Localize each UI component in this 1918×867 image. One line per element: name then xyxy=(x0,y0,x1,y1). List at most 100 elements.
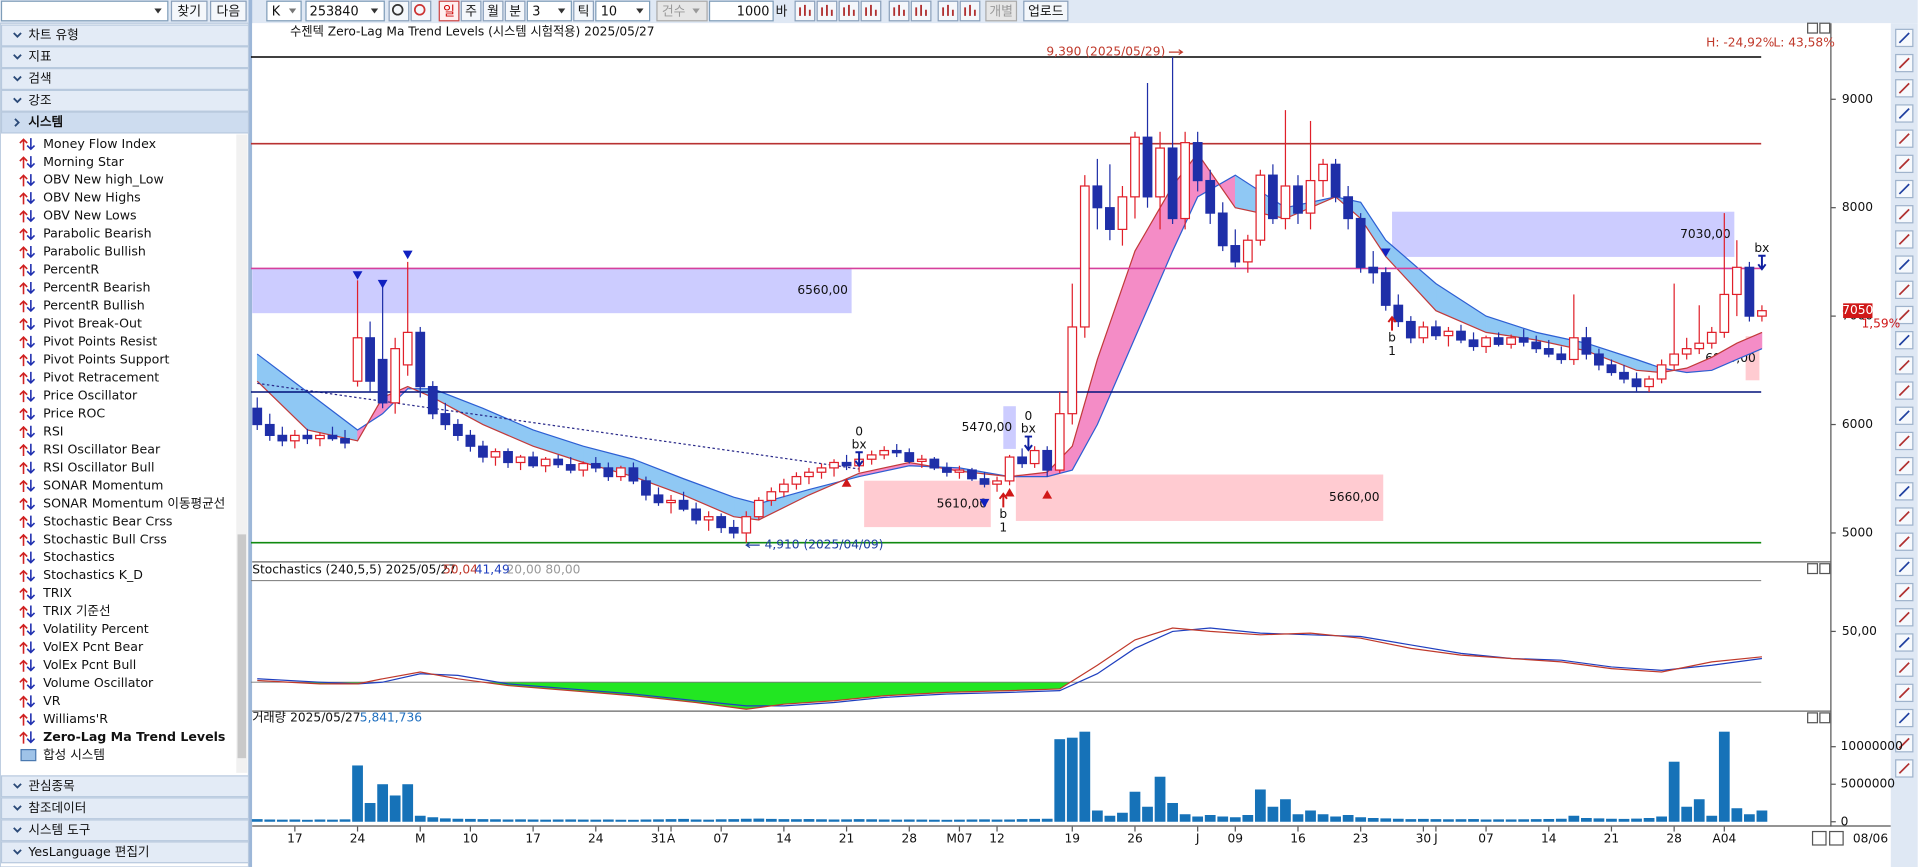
tool-glyph xyxy=(1898,359,1910,371)
system-item[interactable]: RSI Oscillator Bull xyxy=(43,459,154,474)
count-combo[interactable] xyxy=(656,0,708,22)
scrollbar[interactable] xyxy=(236,134,248,773)
section-header[interactable] xyxy=(0,67,250,91)
signal-text: bx xyxy=(852,437,867,451)
system-item[interactable]: TRIX 기준선 xyxy=(42,603,110,618)
system-item[interactable]: Zero-Lag Ma Trend Levels xyxy=(43,729,225,744)
volume-bar xyxy=(903,819,915,822)
system-item[interactable]: Money Flow Index xyxy=(43,136,157,151)
x-tick-label: M07 xyxy=(946,831,972,845)
section-header[interactable] xyxy=(0,89,250,112)
tool-glyph xyxy=(1898,284,1910,296)
find-button[interactable] xyxy=(170,0,208,22)
system-item[interactable]: Morning Star xyxy=(43,154,125,169)
tool-glyph xyxy=(1898,636,1910,648)
system-item[interactable]: VR xyxy=(43,693,61,708)
system-item[interactable]: Stochastic Bear Crss xyxy=(43,513,172,528)
system-item[interactable]: VolEX Pcnt Bear xyxy=(43,639,144,654)
system-item[interactable]: Price ROC xyxy=(43,405,105,420)
tick-combo[interactable] xyxy=(595,0,651,22)
section-header[interactable] xyxy=(0,111,250,134)
section-header[interactable] xyxy=(0,797,250,820)
volume-bar xyxy=(703,819,715,822)
volume-bar xyxy=(928,819,940,822)
system-item[interactable]: Parabolic Bearish xyxy=(43,226,151,241)
candle-body xyxy=(1719,293,1730,333)
panel-close-button[interactable] xyxy=(1819,22,1831,34)
volume-bar xyxy=(1192,816,1204,822)
system-item[interactable]: OBV New Lows xyxy=(43,208,137,223)
system-item[interactable]: VolEx Pcnt Bull xyxy=(43,657,136,672)
section-header[interactable] xyxy=(0,819,250,842)
system-item[interactable]: Stochastics xyxy=(43,549,115,564)
system-item[interactable]: RSI Oscillator Bear xyxy=(43,441,161,456)
count-input[interactable] xyxy=(708,0,774,22)
panel-max-button[interactable] xyxy=(1807,712,1819,724)
system-item[interactable]: Pivot Break-Out xyxy=(43,316,142,331)
volume-bar xyxy=(1305,810,1316,822)
section-header[interactable] xyxy=(0,24,250,47)
box-label: 7030,00 xyxy=(1680,227,1731,241)
candle-body xyxy=(1117,196,1128,230)
section-header[interactable] xyxy=(0,841,250,864)
system-item[interactable]: Stochastic Bull Crss xyxy=(43,531,167,546)
system-item[interactable]: SONAR Momentum xyxy=(43,477,163,492)
upload-button[interactable] xyxy=(1023,0,1069,22)
period-week[interactable] xyxy=(460,0,482,22)
y-tick-label: 9000 xyxy=(1842,92,1873,106)
tool-glyph xyxy=(1898,662,1910,674)
panel-max-button[interactable] xyxy=(1807,563,1819,575)
section-label: 참조데이터 xyxy=(28,800,86,815)
system-item[interactable]: PercentR xyxy=(43,262,99,277)
next-button[interactable] xyxy=(210,0,247,22)
candle-body xyxy=(1606,364,1617,374)
panel-max-button[interactable] xyxy=(1807,22,1819,34)
volume-bar xyxy=(1417,818,1429,822)
system-item[interactable]: Volume Oscillator xyxy=(43,675,154,690)
system-item[interactable]: Volatility Percent xyxy=(43,621,149,636)
minute-combo[interactable] xyxy=(526,0,572,22)
candle-body xyxy=(941,467,952,473)
separate-button[interactable] xyxy=(985,0,1018,22)
period-month[interactable] xyxy=(482,0,504,22)
item-icon-up xyxy=(19,677,28,690)
tool-glyph xyxy=(1898,712,1910,724)
period-day[interactable] xyxy=(438,0,460,22)
system-item[interactable]: PercentR Bearish xyxy=(43,280,150,295)
search-clear-button[interactable] xyxy=(410,0,432,22)
zoom-button[interactable] xyxy=(1829,830,1844,846)
system-item[interactable]: Parabolic Bullish xyxy=(43,244,146,259)
volume-bar xyxy=(916,819,928,822)
code-combo[interactable] xyxy=(305,0,385,22)
search-box[interactable] xyxy=(0,0,169,22)
system-item[interactable]: Pivot Points Support xyxy=(43,352,169,367)
system-item[interactable]: Williams'R xyxy=(43,711,108,726)
system-item[interactable]: Stochastics K_D xyxy=(43,567,143,582)
section-header[interactable] xyxy=(0,775,250,798)
candle-body xyxy=(465,434,476,447)
market-combo[interactable] xyxy=(266,0,302,22)
search-icon-button[interactable] xyxy=(388,0,410,22)
item-icon-up xyxy=(19,479,28,492)
panel-close-button[interactable] xyxy=(1819,712,1831,724)
system-item[interactable]: Price Oscillator xyxy=(43,387,138,402)
zoom-button[interactable] xyxy=(1811,830,1827,846)
scrollbar-thumb[interactable] xyxy=(237,534,247,759)
tick-button[interactable] xyxy=(573,0,594,22)
volume-bar xyxy=(678,818,689,822)
system-item[interactable]: PercentR Bullish xyxy=(43,298,145,313)
system-item[interactable]: Pivot Points Resist xyxy=(43,334,157,349)
system-item[interactable]: SONAR Momentum 이동평균선 xyxy=(43,495,225,510)
section-header[interactable] xyxy=(0,46,250,69)
period-minute[interactable] xyxy=(504,0,526,22)
item-icon-up xyxy=(19,533,28,546)
candle-body xyxy=(1268,174,1278,220)
system-item[interactable]: TRIX xyxy=(42,585,72,600)
system-item[interactable]: RSI xyxy=(43,423,63,438)
panel-close-button[interactable] xyxy=(1819,563,1831,575)
system-item[interactable]: OBV New high_Low xyxy=(43,172,164,187)
group-label[interactable]: 합성 시스템 xyxy=(43,747,105,762)
system-item[interactable]: Pivot Retracement xyxy=(43,369,159,384)
system-item[interactable]: OBV New Highs xyxy=(43,190,141,205)
volume-bar xyxy=(1606,818,1617,822)
